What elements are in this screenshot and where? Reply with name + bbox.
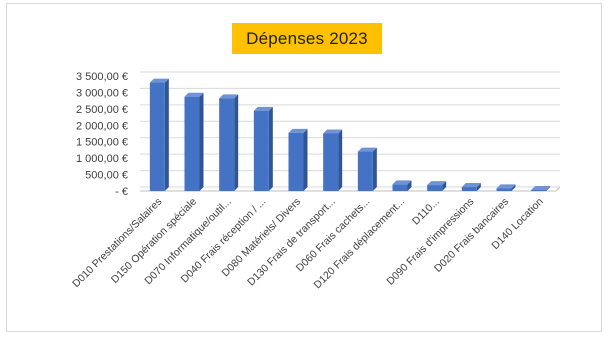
bar: [462, 183, 481, 191]
bar-side: [338, 130, 342, 192]
bar: [393, 180, 412, 191]
bar: [497, 184, 516, 191]
x-tick-label: D110...: [410, 196, 442, 228]
bar-front: [531, 190, 546, 191]
bar: [427, 181, 446, 191]
bar-front: [150, 83, 165, 191]
y-tick-label: 3 000,00 €: [76, 87, 128, 99]
x-axis-line-depth: [556, 187, 560, 191]
bars: [150, 79, 550, 191]
bar: [185, 93, 204, 191]
bar-front: [393, 184, 408, 191]
bar: [219, 94, 238, 191]
bar-front: [462, 187, 477, 191]
y-axis: 3 500,00 € 3 000,00 € 2 500,00 € 2 000,00 €…: [76, 71, 128, 198]
y-tick-label: 500,00 €: [85, 170, 128, 182]
bar-side: [200, 93, 204, 191]
bar-side: [165, 79, 169, 191]
bar-front: [219, 98, 234, 191]
y-tick-label: 1 500,00 €: [76, 137, 128, 149]
y-tick-label: 1 000,00 €: [76, 153, 128, 165]
bar-side: [304, 129, 308, 191]
y-tick-label: 2 000,00 €: [76, 120, 128, 132]
bar: [150, 79, 169, 191]
bar: [323, 130, 342, 192]
bar-front: [289, 133, 304, 191]
bar-side: [234, 94, 238, 191]
y-tick-label: 3 500,00 €: [76, 71, 128, 83]
bar-front: [185, 97, 200, 191]
bar-front: [497, 188, 512, 191]
bar-front: [358, 152, 373, 191]
bar-side: [373, 148, 377, 191]
bar-front: [254, 111, 269, 191]
y-tick-label: 2 500,00 €: [76, 104, 128, 116]
bar: [289, 129, 308, 191]
bar-front: [427, 185, 442, 191]
bar: [254, 107, 273, 191]
bar-side: [269, 107, 273, 191]
bar-front: [323, 134, 338, 192]
bar: [358, 148, 377, 191]
y-tick-label: - €: [115, 186, 128, 198]
